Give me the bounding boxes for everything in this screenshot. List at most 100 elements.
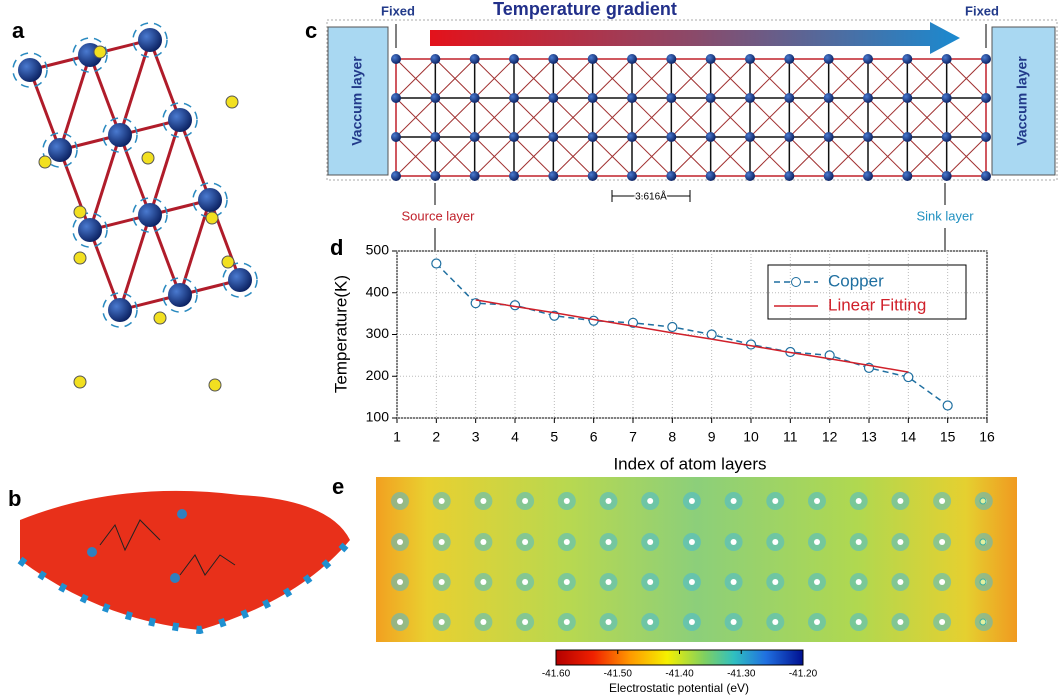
legend-marker (791, 277, 801, 287)
atom-dot (772, 498, 779, 504)
electron (153, 311, 167, 325)
atom-dot (897, 619, 904, 625)
electron (87, 547, 97, 557)
bond (946, 58, 987, 99)
atom-dot (647, 539, 654, 545)
atom (469, 93, 480, 103)
atom (627, 171, 637, 181)
bond (592, 58, 633, 99)
atom-dot (563, 619, 570, 625)
atom (391, 171, 401, 181)
lattice (391, 54, 991, 181)
atom-dot (397, 498, 403, 504)
atom (108, 298, 132, 322)
atom-dot (979, 578, 987, 586)
atom (391, 93, 401, 103)
atom (863, 132, 873, 142)
atom (587, 93, 598, 103)
bond (867, 136, 908, 177)
atom-dot (522, 498, 529, 504)
atom-dot (939, 498, 946, 504)
atom-dot (397, 539, 403, 545)
atom (430, 132, 441, 142)
atom-dot (730, 498, 737, 504)
bond (631, 58, 672, 99)
y-tick-label: 500 (366, 242, 390, 258)
marker (706, 329, 717, 340)
wave (222, 262, 258, 298)
legend-label: Linear Fitting (828, 295, 926, 314)
x-tick-label: 10 (743, 429, 759, 445)
atom (902, 93, 913, 103)
bond (788, 136, 830, 177)
bond (178, 199, 212, 296)
atom (509, 171, 519, 181)
bond (749, 58, 790, 99)
bond (148, 214, 182, 296)
wave (162, 102, 198, 138)
bond (552, 97, 594, 138)
marker (942, 400, 953, 411)
bond (828, 97, 869, 138)
bond (670, 97, 712, 138)
bond (906, 58, 948, 99)
atom (548, 171, 559, 181)
electron (38, 155, 52, 169)
atom (745, 93, 755, 103)
atom-dot (438, 579, 445, 585)
panel-e: Electrostatic potential (eV) -41.60 -41.5… (376, 477, 1017, 695)
panel-a (12, 22, 258, 392)
bond (58, 54, 92, 151)
x-tick-label: 7 (629, 429, 637, 445)
bond (474, 97, 515, 138)
colorbar-tick-label: -41.40 (665, 669, 694, 680)
atom-dot (979, 497, 987, 505)
atom (666, 171, 677, 181)
bond (395, 97, 436, 138)
sink-label: Sink layer (916, 208, 974, 223)
atom (228, 268, 252, 292)
atom-dot (480, 539, 487, 545)
atom (469, 171, 480, 181)
wave (102, 292, 138, 328)
atom (168, 108, 192, 132)
atom-dot (522, 539, 529, 545)
atom-dot (605, 539, 612, 545)
atom (391, 54, 401, 64)
x-tick-label: 14 (901, 429, 917, 445)
bond (710, 58, 751, 99)
atom (587, 54, 598, 64)
panel-b (17, 490, 354, 635)
bond (474, 136, 515, 177)
atom (902, 171, 913, 181)
bond (946, 136, 987, 177)
x-tick-label: 3 (472, 429, 480, 445)
bond (710, 136, 751, 177)
atom-dot (730, 539, 737, 545)
atom-dot (855, 579, 862, 585)
marker (903, 371, 914, 383)
atom (902, 132, 913, 142)
vacuum-box (991, 26, 1056, 176)
atom-dot (688, 579, 695, 585)
vacuum-box (327, 26, 389, 176)
bond (148, 119, 182, 216)
atom-dot (730, 579, 737, 585)
y-tick-label: 100 (366, 409, 390, 425)
atom (430, 54, 441, 64)
bond (28, 69, 62, 151)
atom (784, 93, 795, 103)
x-tick-label: 9 (708, 429, 716, 445)
bond (552, 136, 594, 177)
bond (906, 97, 948, 138)
atom-dot (688, 539, 695, 545)
bond (395, 58, 436, 99)
y-tick-label: 400 (366, 283, 390, 299)
panel-c: Vaccum layer Vaccum layer Temperature gr… (326, 0, 1058, 250)
atom (509, 54, 519, 64)
bond (592, 97, 633, 138)
bond (828, 58, 869, 99)
legend-label: Copper (828, 271, 884, 290)
